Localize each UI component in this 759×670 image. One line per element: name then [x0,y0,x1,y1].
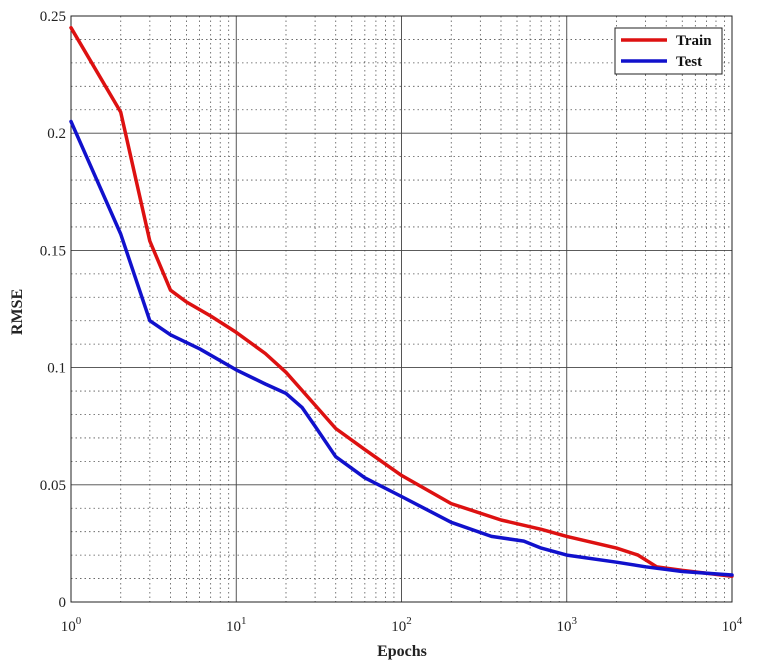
y-tick-label: 0.05 [40,478,66,494]
x-axis-ticks: 100 101 102 103 104 [61,615,743,635]
y-tick-label: 0.1 [47,361,66,377]
legend-label-test: Test [676,54,702,70]
x-tick-label: 104 [722,615,743,635]
y-tick-label: 0 [59,595,67,611]
y-tick-label: 0.2 [47,126,66,142]
legend-box [614,27,723,75]
y-axis-title: RMSE [9,289,26,335]
series-line-train [69,25,734,578]
series-line-test [69,119,734,577]
x-tick-label: 102 [391,615,412,635]
legend-label-train: Train [676,33,712,49]
x-axis-title: Epochs [377,643,427,660]
series-layer [69,25,734,578]
x-tick-label: 103 [557,615,578,635]
y-tick-label: 0.15 [40,243,66,259]
legend: Train Test [614,27,723,75]
x-tick-label: 100 [61,615,82,635]
plot-frame [70,15,733,603]
y-tick-label: 0.25 [40,9,66,25]
x-tick-label: 101 [226,615,247,635]
y-axis-ticks: 0 0.05 0.1 0.15 0.2 0.25 [40,9,66,611]
